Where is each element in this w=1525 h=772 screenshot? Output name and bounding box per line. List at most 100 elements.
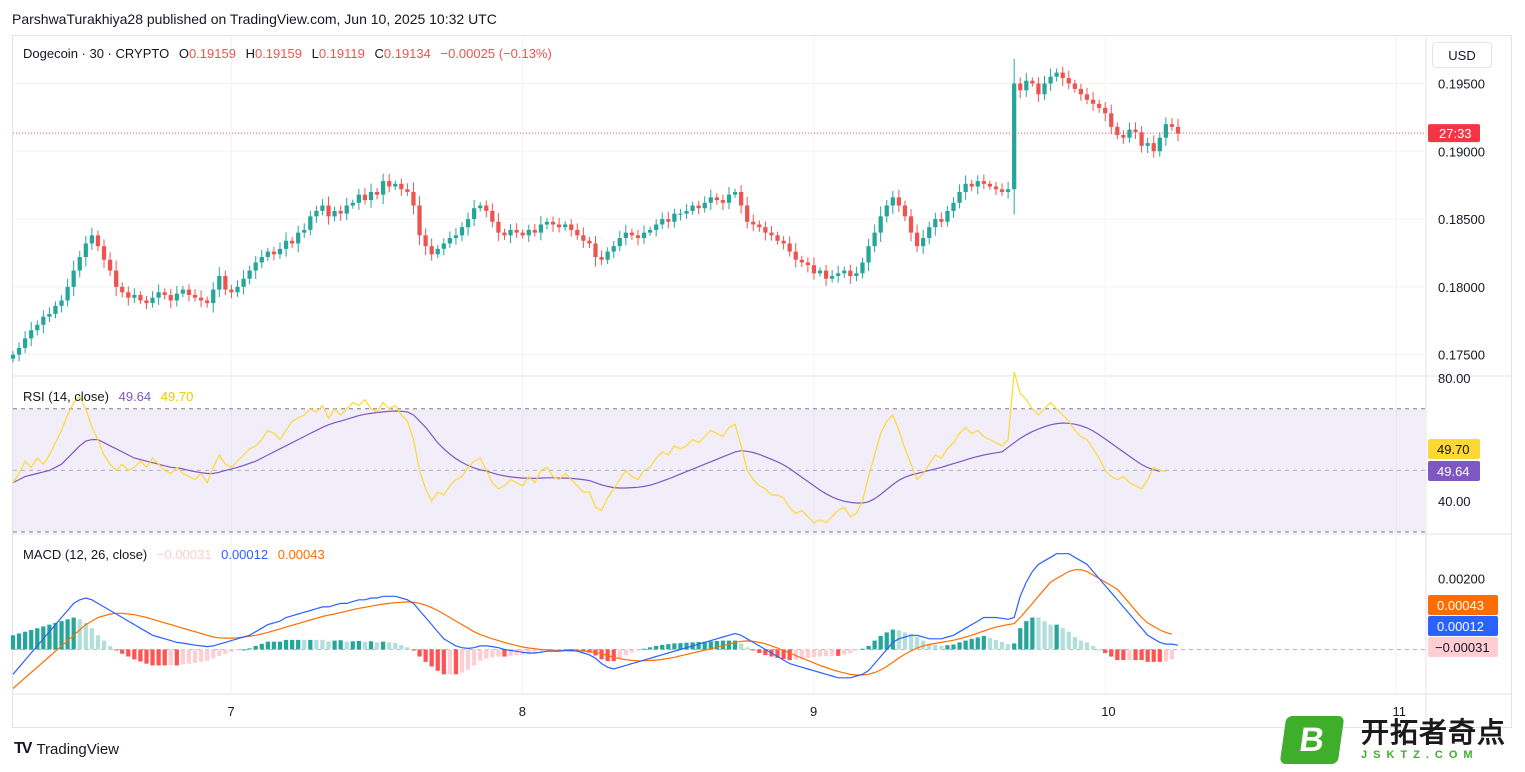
tradingview-logo[interactable]: TV TradingView bbox=[14, 740, 119, 758]
candle bbox=[150, 297, 155, 304]
macd-histogram-bar bbox=[927, 643, 932, 650]
candle bbox=[1030, 80, 1035, 84]
macd-histogram-bar bbox=[739, 643, 744, 650]
macd-histogram-bar bbox=[465, 649, 471, 670]
candle bbox=[714, 197, 719, 201]
macd-histogram-bar bbox=[138, 649, 143, 662]
candle bbox=[205, 300, 210, 304]
candle bbox=[344, 205, 349, 214]
candle bbox=[95, 235, 101, 247]
macd-histogram-bar bbox=[23, 631, 28, 650]
candle bbox=[836, 273, 841, 277]
candle bbox=[896, 197, 902, 206]
candle bbox=[472, 208, 477, 220]
candle bbox=[617, 238, 622, 247]
candle bbox=[823, 270, 829, 279]
candle bbox=[872, 232, 877, 247]
watermark-url-text: JSKTZ.COM bbox=[1361, 749, 1479, 761]
rsi-badge-label: 49.64 bbox=[1437, 464, 1470, 479]
candle bbox=[666, 219, 671, 222]
macd-histogram-bar bbox=[836, 649, 841, 656]
candle bbox=[393, 183, 398, 187]
candle bbox=[16, 347, 22, 355]
candle bbox=[1005, 189, 1011, 192]
symbol-label[interactable]: Dogecoin · 30 · CRYPTO bbox=[23, 46, 170, 61]
candle bbox=[629, 232, 635, 236]
macd-histogram-bar bbox=[654, 645, 659, 650]
macd-histogram-bar bbox=[374, 642, 380, 650]
candle bbox=[308, 216, 313, 230]
macd-histogram-bar bbox=[387, 642, 392, 650]
rsi-title[interactable]: RSI (14, close) bbox=[23, 389, 109, 404]
candle bbox=[174, 293, 179, 301]
macd-histogram-bar bbox=[799, 649, 804, 659]
candle bbox=[296, 232, 301, 244]
candle bbox=[587, 240, 592, 244]
macd-histogram-bar bbox=[854, 649, 859, 651]
macd-histogram-bar bbox=[459, 649, 465, 673]
macd-histogram-bar bbox=[1169, 649, 1175, 660]
candle bbox=[223, 276, 228, 290]
macd-histogram-bar bbox=[945, 645, 950, 650]
candle bbox=[623, 232, 628, 239]
candle bbox=[1151, 143, 1156, 152]
candle bbox=[77, 257, 82, 271]
candle bbox=[211, 289, 216, 304]
candle bbox=[708, 197, 713, 203]
macd-histogram-bar bbox=[1018, 628, 1023, 650]
macd-histogram-bar bbox=[126, 649, 131, 657]
candle bbox=[453, 235, 459, 239]
candle bbox=[429, 246, 434, 255]
macd-histogram-bar bbox=[581, 649, 586, 652]
candle bbox=[611, 246, 616, 252]
macd-histogram-bar bbox=[999, 642, 1005, 650]
candle bbox=[993, 186, 999, 190]
macd-histogram-bar bbox=[823, 649, 829, 657]
candle bbox=[332, 210, 337, 217]
price-tick-label: 0.18000 bbox=[1438, 280, 1485, 295]
candle bbox=[799, 259, 804, 263]
macd-title[interactable]: MACD (12, 26, close) bbox=[23, 547, 148, 562]
macd-histogram-bar bbox=[1048, 624, 1053, 650]
last-price-badge bbox=[1428, 124, 1480, 143]
macd-histogram-bar bbox=[1145, 649, 1150, 662]
candle bbox=[259, 257, 264, 263]
candle bbox=[987, 183, 993, 187]
candle bbox=[138, 294, 143, 301]
macd-histogram-bar bbox=[623, 649, 628, 656]
macd-histogram-bar bbox=[229, 649, 234, 652]
macd-histogram-bar bbox=[332, 640, 337, 650]
macd-histogram-bar bbox=[1096, 649, 1102, 651]
candle bbox=[999, 189, 1005, 192]
macd-histogram-bar bbox=[1133, 649, 1138, 661]
macd-histogram-bar bbox=[162, 649, 167, 666]
candle bbox=[502, 232, 507, 236]
macd-histogram-bar bbox=[16, 633, 22, 650]
candle bbox=[120, 286, 125, 293]
macd-histogram-bar bbox=[514, 649, 519, 656]
macd-histogram-bar bbox=[684, 642, 689, 650]
candle bbox=[520, 232, 525, 236]
macd-histogram-bar bbox=[1103, 649, 1108, 653]
candle bbox=[47, 313, 52, 317]
candle bbox=[465, 219, 471, 228]
rsi-ma-badge-label: 49.70 bbox=[1437, 442, 1470, 457]
macd-histogram-bar bbox=[186, 649, 192, 664]
currency-button[interactable]: USD bbox=[1432, 42, 1492, 68]
macd-histogram-bar bbox=[435, 649, 440, 671]
macd-histogram-bar bbox=[223, 649, 228, 654]
candle bbox=[314, 210, 319, 217]
candle bbox=[411, 191, 416, 206]
candle bbox=[1036, 83, 1041, 95]
macd-histogram-bar bbox=[993, 639, 999, 650]
macd-histogram-bar bbox=[405, 647, 410, 650]
candle bbox=[229, 289, 234, 293]
candle bbox=[180, 289, 186, 294]
macd-histogram-bar bbox=[957, 642, 962, 650]
price-tick-label: 0.19000 bbox=[1438, 144, 1485, 159]
candle bbox=[381, 181, 386, 195]
macd-histogram-bar bbox=[168, 649, 173, 666]
candle bbox=[265, 251, 270, 258]
macd-histogram-bar bbox=[702, 641, 707, 650]
